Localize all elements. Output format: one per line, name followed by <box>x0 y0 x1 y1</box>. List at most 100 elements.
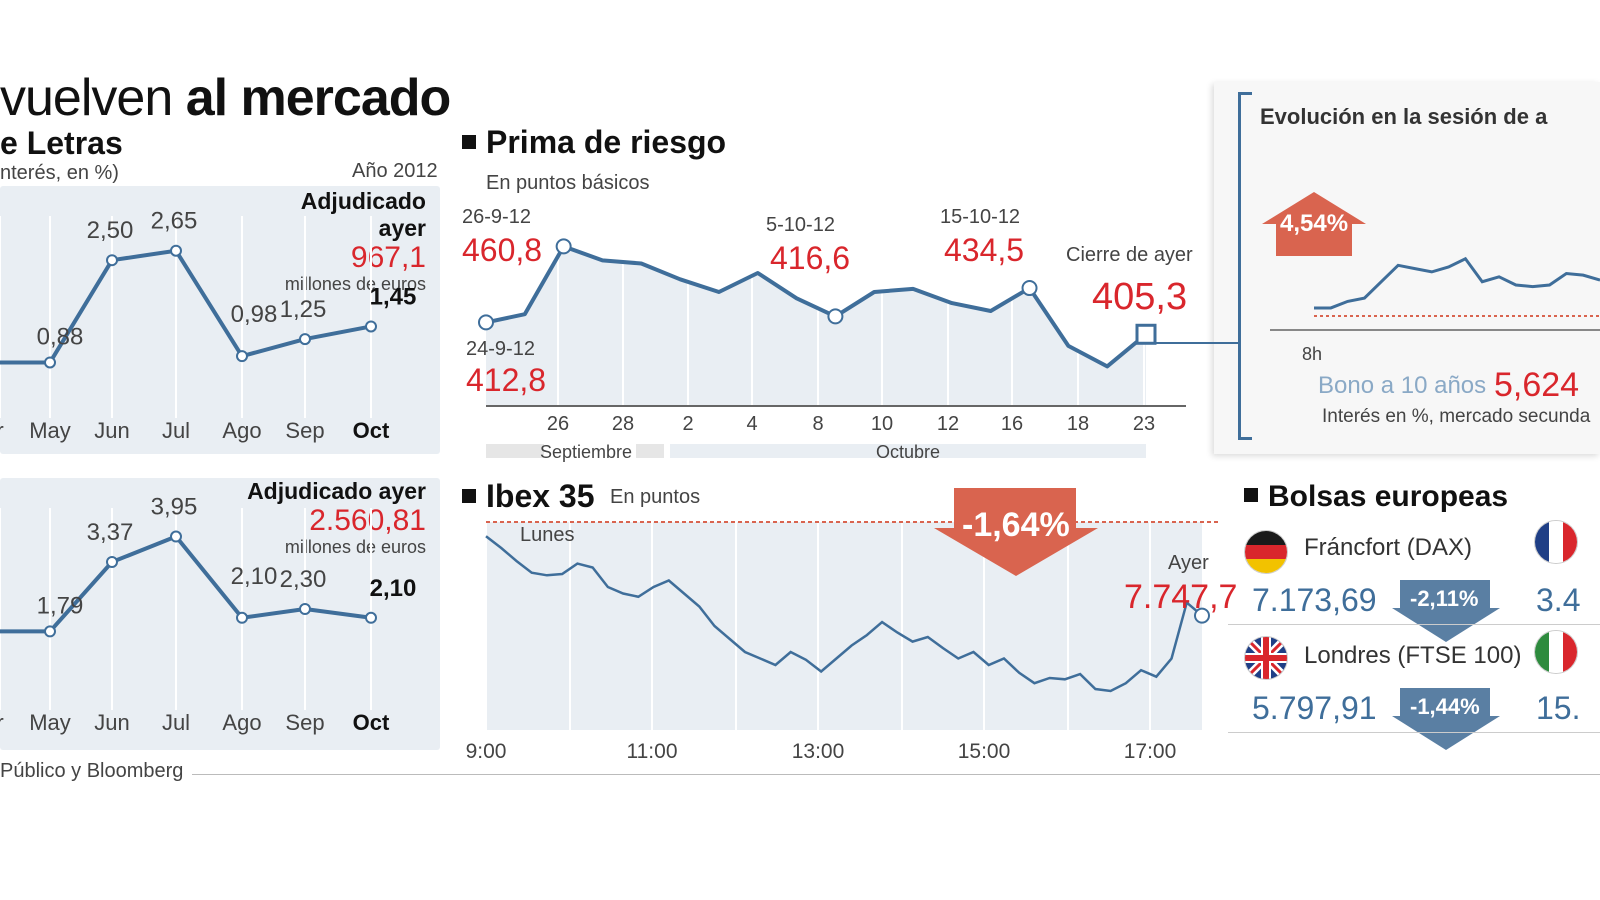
bolsas-divider <box>1228 732 1600 733</box>
data-point <box>365 611 377 624</box>
ibex-ayer-label: Ayer <box>1168 552 1209 574</box>
frankfurt-value: 7.173,69 <box>1252 582 1377 618</box>
london-down-arrow <box>1392 688 1500 750</box>
prima-ann-4-date: 15-10-12 <box>940 206 1021 228</box>
highlight-point <box>478 314 494 331</box>
title-bold: al mercado <box>185 69 452 127</box>
tick-label: r <box>0 710 4 735</box>
prima-ann-1-val: 460,8 <box>462 232 543 268</box>
tick-label: 10 <box>871 413 893 435</box>
sesion-start-tick: 8h <box>1302 344 1323 364</box>
bono-label: Bono a 10 años <box>1318 372 1487 399</box>
tick-label: 17:00 <box>1124 740 1177 763</box>
letras-top-chart: 0,88 2,50 2,65 0,981,25 1,45 r May Jun Jul Ago Sep… <box>0 208 417 443</box>
tick-label: Ago <box>222 418 261 443</box>
tick-label: 9:00 <box>466 740 507 763</box>
tick-label: 18 <box>1067 413 1089 435</box>
year-label: Año 2012 <box>352 160 438 182</box>
source-note: Público y Bloomberg <box>0 760 184 782</box>
tick-label: Jul <box>162 418 190 443</box>
ibex-ayer-val: 7.747,7 <box>1124 578 1238 616</box>
london-value: 5.797,91 <box>1252 690 1377 726</box>
tick-label: 16 <box>1001 413 1023 435</box>
italy-flag-icon <box>1534 630 1578 674</box>
prima-ann-2-val: 412,8 <box>466 362 547 398</box>
germany-flag-icon <box>1244 530 1288 574</box>
data-point <box>44 625 56 638</box>
tick-label: 28 <box>612 413 634 435</box>
connector-line <box>1156 342 1240 344</box>
value-label: 3,37 <box>87 519 134 546</box>
frankfurt-name: Fráncfort (DAX) <box>1304 534 1473 561</box>
value-label: 1,25 <box>280 296 327 323</box>
tick-label: 15:00 <box>958 740 1011 763</box>
bolsas-title: Bolsas europeas <box>1244 480 1508 514</box>
value-label: 2,10 <box>231 563 278 590</box>
france-flag-icon <box>1534 520 1578 564</box>
month-band <box>486 444 544 458</box>
ibex-unit: En puntos <box>610 486 701 508</box>
prima-ann-4-val: 434,5 <box>944 232 1025 268</box>
sesion-bracket <box>1238 92 1241 438</box>
sesion-change: 4,54% <box>1280 210 1349 237</box>
tick-label: 12 <box>937 413 959 435</box>
page-title: vuelven al mercado <box>0 68 452 128</box>
data-point <box>236 611 248 624</box>
sesion-chart <box>1270 256 1600 331</box>
bullet-square <box>462 134 476 149</box>
bullet-square <box>462 488 476 503</box>
month-label-sep: Septiembre <box>540 442 632 462</box>
tick-label: Sep <box>285 710 324 735</box>
data-point <box>365 320 377 333</box>
data-point <box>299 603 311 615</box>
prima-cierre-label: Cierre de ayer <box>1066 244 1193 266</box>
tick-label: 8 <box>812 413 823 435</box>
adjudicado-value: 967,1 <box>350 241 426 274</box>
plot-background <box>486 522 1202 730</box>
prima-unit: En puntos básicos <box>486 172 650 194</box>
tick-label: Oct <box>353 418 390 443</box>
adjudicado-unit: millones de euros <box>284 274 426 294</box>
prima-cierre-val: 405,3 <box>1092 276 1188 318</box>
tick-label: Jul <box>162 710 190 735</box>
letras-top-adjudicado: Adjudicado ayer 967,1 millones de euros <box>258 188 426 295</box>
sesion-title: Evolución en la sesión de a <box>1260 104 1548 129</box>
value-label: 1,79 <box>37 592 84 619</box>
month-band <box>636 444 664 458</box>
adjudicado-value: 2.560,81 <box>309 504 426 537</box>
prima-title-text: Prima de riesgo <box>486 124 727 160</box>
prima-chart: 26 28 2 4 8 10 12 16 18 23 Septiembre Octubre <box>478 216 1186 462</box>
tick-label: Ago <box>222 710 261 735</box>
value-label: 1,45 <box>370 283 417 310</box>
sesion-up-arrow <box>1262 192 1366 256</box>
tick-label: 11:00 <box>627 740 678 763</box>
ibex-lunes: Lunes <box>520 524 575 546</box>
footer-rule <box>192 774 1600 775</box>
ibex-down-arrow <box>934 488 1098 576</box>
london-name: Londres (FTSE 100) <box>1304 642 1522 669</box>
tick-label: Jun <box>94 418 129 443</box>
data-point <box>236 350 248 363</box>
uk-flag-icon <box>1244 636 1288 680</box>
value-label: 0,98 <box>231 301 278 328</box>
ibex-change: -1,64% <box>962 506 1070 544</box>
frankfurt-change: -2,11% <box>1410 586 1479 611</box>
area-fill <box>486 246 1146 406</box>
prima-ann-3-date: 5-10-12 <box>766 214 835 236</box>
prima-ann-2-date: 24-9-12 <box>466 338 535 360</box>
letras-note: nterés, en %) <box>0 162 119 184</box>
data-point <box>44 356 56 369</box>
bono-note: Interés en %, mercado secunda <box>1322 406 1591 427</box>
month-band <box>670 444 1146 458</box>
bolsas-title-text: Bolsas europeas <box>1268 480 1509 513</box>
frankfurt-down-arrow <box>1392 580 1500 642</box>
prima-ann-3-val: 416,6 <box>770 240 851 276</box>
value-label: 3,95 <box>151 494 198 521</box>
tick-label: Jun <box>94 710 129 735</box>
milan-value: 15. <box>1536 690 1581 726</box>
bracket-bottom <box>1238 437 1252 440</box>
tick-label: Sep <box>285 418 324 443</box>
highlight-point <box>827 308 844 325</box>
ibex-title: Ibex 35 <box>462 478 595 515</box>
bullet-square <box>1244 488 1258 503</box>
